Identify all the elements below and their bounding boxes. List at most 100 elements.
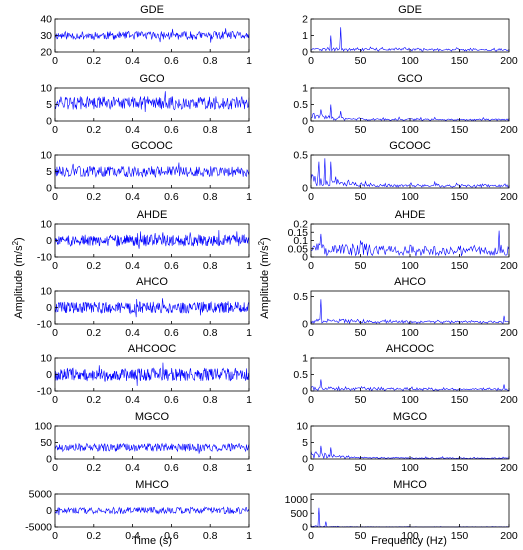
x-tick-label: 0.8	[203, 260, 218, 272]
y-tick-label: 5	[302, 437, 308, 449]
x-tick-label: 0.2	[86, 327, 101, 339]
x-tick-label: 0	[308, 530, 314, 542]
y-tick-label: 100	[34, 421, 52, 433]
x-tick-label: 0.4	[125, 124, 140, 136]
y-tick-label: 0.5	[293, 150, 308, 162]
series-line	[54, 91, 250, 113]
left-x-axis-label: Time (s)	[132, 535, 172, 547]
spectrum-gco-panel: GCO 0 50 100 150 200 1 0.5 0	[293, 73, 518, 136]
x-tick-label: 100	[401, 327, 419, 339]
panel-title: GDE	[140, 4, 164, 16]
panel-title: GCO	[397, 73, 423, 85]
x-tick-label: 0	[308, 191, 314, 203]
spectrum-gcooc-panel: GCOOC 0 50 100 150 200 0.5 0	[293, 140, 518, 203]
axes-frame	[54, 18, 250, 53]
x-tick-label: 0	[52, 260, 58, 272]
x-tick-label: 200	[500, 124, 518, 136]
series-line	[54, 28, 250, 43]
panel-title: MHCO	[135, 479, 169, 491]
x-tick-label: 0.8	[203, 327, 218, 339]
y-tick-label: 0.1	[293, 235, 308, 247]
time-gco-panel: GCO 0 0.2 0.4 0.6 0.8 1 10 5 0	[40, 73, 252, 136]
x-tick-label: 0.4	[125, 327, 140, 339]
y-tick-label: 0	[302, 183, 308, 195]
axes-frame	[310, 357, 510, 392]
panel-title: AHCOOC	[128, 343, 176, 355]
spectrum-ahcooc-panel: AHCOOC 0 50 100 150 200 1 0.5 0	[293, 343, 518, 406]
x-tick-label: 50	[355, 394, 367, 406]
x-tick-label: 1	[246, 124, 252, 136]
x-tick-label: 0	[52, 55, 58, 67]
x-tick-label: 0.8	[203, 530, 218, 542]
y-tick-label: 0	[302, 116, 308, 128]
x-tick-label: 50	[355, 327, 367, 339]
x-tick-label: 50	[355, 124, 367, 136]
y-tick-label: -5000	[25, 522, 52, 534]
panel-title: AHDE	[137, 209, 168, 221]
x-tick-label: 0.6	[164, 530, 179, 542]
x-tick-label: 0.2	[86, 191, 101, 203]
x-tick-label: 150	[451, 462, 469, 474]
y-tick-label: 500	[290, 508, 308, 520]
panel-title: MGCO	[393, 411, 428, 423]
x-tick-label: 0.4	[125, 191, 140, 203]
y-tick-label: 0	[46, 116, 52, 128]
x-tick-label: 0.6	[164, 124, 179, 136]
panel-title: GCOOC	[389, 140, 431, 152]
x-tick-label: 0	[308, 124, 314, 136]
right-y-axis-label-sup: 2	[257, 240, 266, 245]
x-tick-label: 0.6	[164, 462, 179, 474]
x-tick-label: 0.2	[86, 462, 101, 474]
y-tick-label: 10	[40, 353, 52, 365]
y-tick-label: 0	[46, 235, 52, 247]
x-tick-label: 0.8	[203, 462, 218, 474]
time-gde-panel: GDE 0 0.2 0.4 0.6 0.8 1 40 30 20	[40, 4, 252, 67]
x-tick-label: 100	[401, 530, 419, 542]
x-tick-label: 0.2	[86, 124, 101, 136]
x-tick-label: 1	[246, 462, 252, 474]
series-line	[54, 230, 250, 249]
x-tick-label: 50	[355, 191, 367, 203]
time-mgco-panel: MGCO 0 0.2 0.4 0.6 0.8 1 100 50 0	[34, 411, 252, 474]
y-tick-label: 5	[46, 166, 52, 178]
x-tick-label: 0.8	[203, 394, 218, 406]
y-tick-label: 0.5	[293, 291, 308, 303]
left-y-axis-label-main: Amplitude (m/s	[13, 245, 25, 319]
y-tick-label: -10	[37, 252, 52, 264]
left-y-axis-label-close: )	[13, 237, 25, 241]
x-tick-label: 0	[308, 462, 314, 474]
x-tick-label: 0	[52, 462, 58, 474]
y-tick-label: 1000	[285, 494, 309, 506]
x-tick-label: 0.4	[125, 394, 140, 406]
y-tick-label: 10	[40, 286, 52, 298]
y-tick-label: 2	[302, 14, 308, 26]
y-tick-label: 0.05	[288, 243, 309, 255]
x-tick-label: 0.8	[203, 55, 218, 67]
y-tick-label: 0	[46, 369, 52, 381]
series-line	[54, 362, 250, 386]
y-tick-label: 0.15	[288, 227, 309, 239]
time-gcooc-panel: GCOOC 0 0.2 0.4 0.6 0.8 1 10 5 0	[40, 140, 252, 203]
left-y-axis-label: Amplitude (m/s2)	[11, 237, 26, 318]
x-tick-label: 200	[500, 260, 518, 272]
y-tick-label: 0	[302, 252, 308, 264]
axes-frame	[310, 493, 510, 528]
x-tick-label: 0.4	[125, 462, 140, 474]
y-tick-label: 0	[302, 47, 308, 59]
left-y-axis-label-sup: 2	[11, 240, 20, 245]
x-tick-label: 0	[308, 55, 314, 67]
panel-title: AHCO	[136, 276, 168, 288]
panel-title: GCOOC	[131, 140, 173, 152]
right-y-axis-label-main: Amplitude (m/s	[259, 245, 271, 319]
series-line	[310, 230, 510, 257]
x-tick-label: 100	[401, 394, 419, 406]
x-tick-label: 0.2	[86, 55, 101, 67]
y-tick-label: 0	[302, 386, 308, 398]
series-line	[54, 298, 250, 318]
y-tick-label: 5	[46, 99, 52, 111]
x-tick-label: 200	[500, 327, 518, 339]
panel-title: MGCO	[135, 411, 170, 423]
